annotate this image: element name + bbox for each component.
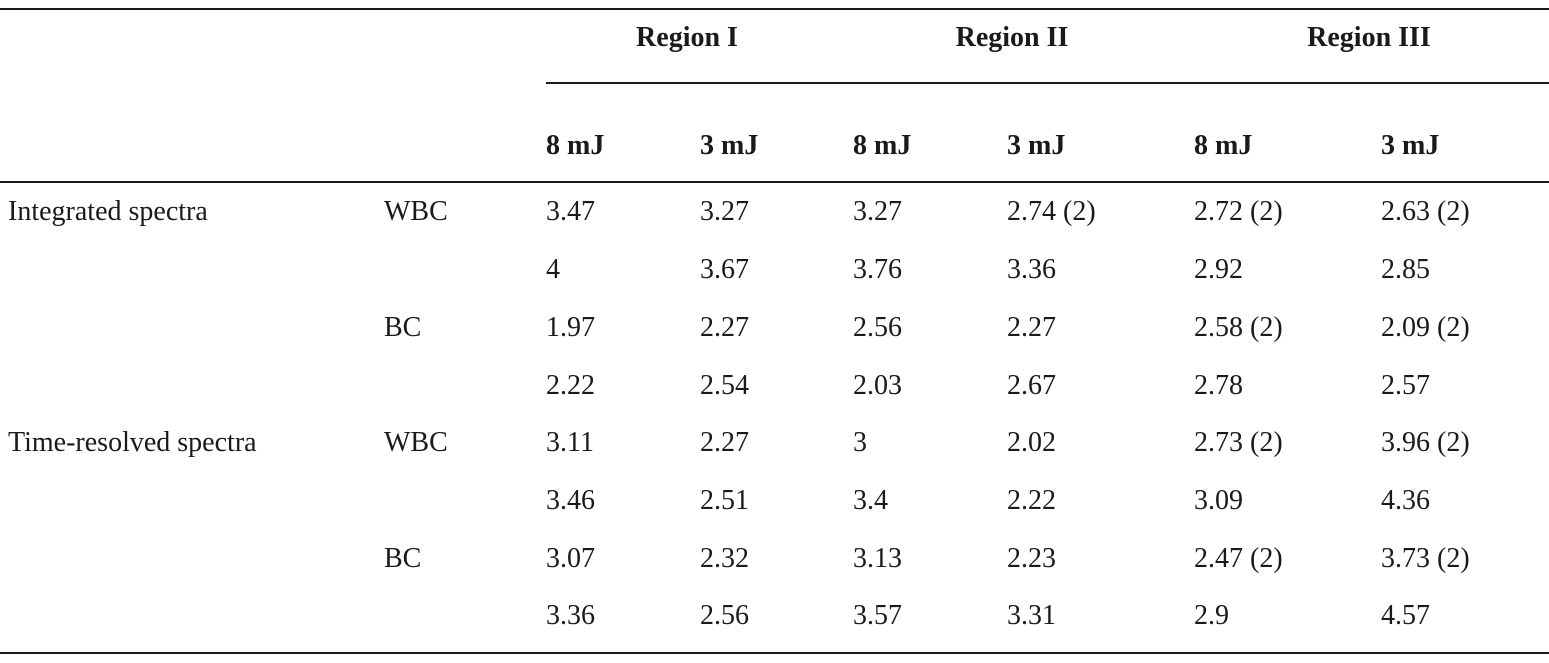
table-cell: 3.4 [853, 485, 888, 516]
table-cell: 4 [546, 254, 560, 285]
table-cell: 2.85 [1381, 254, 1430, 285]
energy-header: 3 mJ [700, 130, 759, 161]
table-cell: 2.27 [700, 427, 749, 458]
table-cell: 3 [853, 427, 867, 458]
table-cell: 3.47 [546, 196, 595, 227]
table-cell: 3.31 [1007, 600, 1056, 631]
energy-header: 8 mJ [853, 130, 912, 161]
table-cell: 2.09 (2) [1381, 312, 1470, 343]
table-cell: 4.36 [1381, 485, 1430, 516]
row-type: WBC [384, 427, 448, 458]
table-cell: 2.9 [1194, 600, 1229, 631]
row-type: BC [384, 543, 422, 574]
table-cell: 3.57 [853, 600, 902, 631]
table-cell: 4.57 [1381, 600, 1430, 631]
table-bottom-rule [0, 652, 1549, 654]
table-cell: 2.22 [546, 370, 595, 401]
table-cell: 3.67 [700, 254, 749, 285]
energy-header: 3 mJ [1381, 130, 1440, 161]
table-cell: 3.36 [546, 600, 595, 631]
row-label: Time-resolved spectra [8, 427, 257, 458]
table-cell: 3.11 [546, 427, 594, 458]
table-cell: 2.27 [1007, 312, 1056, 343]
table-cell: 3.27 [700, 196, 749, 227]
table-cell: 3.46 [546, 485, 595, 516]
region-header: Region II [955, 22, 1069, 53]
table-cell: 2.73 (2) [1194, 427, 1283, 458]
energy-header: 3 mJ [1007, 130, 1066, 161]
table-cell: 2.57 [1381, 370, 1430, 401]
row-type: WBC [384, 196, 448, 227]
table-cell: 3.96 (2) [1381, 427, 1470, 458]
table-cell: 2.74 (2) [1007, 196, 1096, 227]
table-cell: 2.58 (2) [1194, 312, 1283, 343]
table-cell: 2.47 (2) [1194, 543, 1283, 574]
table-cell: 3.27 [853, 196, 902, 227]
table-cell: 3.36 [1007, 254, 1056, 285]
table-cell: 3.13 [853, 543, 902, 574]
table-cell: 2.78 [1194, 370, 1243, 401]
table-cell: 2.92 [1194, 254, 1243, 285]
table-cell: 3.76 [853, 254, 902, 285]
table-cell: 2.27 [700, 312, 749, 343]
header-bottom-rule [0, 181, 1549, 183]
table-cell: 1.97 [546, 312, 595, 343]
table-cell: 2.03 [853, 370, 902, 401]
region-header: Region III [1307, 22, 1431, 53]
table-cell: 3.09 [1194, 485, 1243, 516]
table-cell: 2.56 [853, 312, 902, 343]
table-cell: 3.07 [546, 543, 595, 574]
table-cell: 2.02 [1007, 427, 1056, 458]
table-cell: 2.56 [700, 600, 749, 631]
row-label: Integrated spectra [8, 196, 208, 227]
table-cell: 2.54 [700, 370, 749, 401]
table-cell: 2.32 [700, 543, 749, 574]
energy-header: 8 mJ [546, 130, 605, 161]
region-header-rule [546, 82, 1549, 84]
table-cell: 3.73 (2) [1381, 543, 1470, 574]
table-cell: 2.72 (2) [1194, 196, 1283, 227]
table-cell: 2.23 [1007, 543, 1056, 574]
table-cell: 2.51 [700, 485, 749, 516]
table-cell: 2.63 (2) [1381, 196, 1470, 227]
energy-header: 8 mJ [1194, 130, 1253, 161]
table-cell: 2.67 [1007, 370, 1056, 401]
table-cell: 2.22 [1007, 485, 1056, 516]
table-top-rule [0, 8, 1549, 10]
row-type: BC [384, 312, 422, 343]
region-header: Region I [636, 22, 738, 53]
